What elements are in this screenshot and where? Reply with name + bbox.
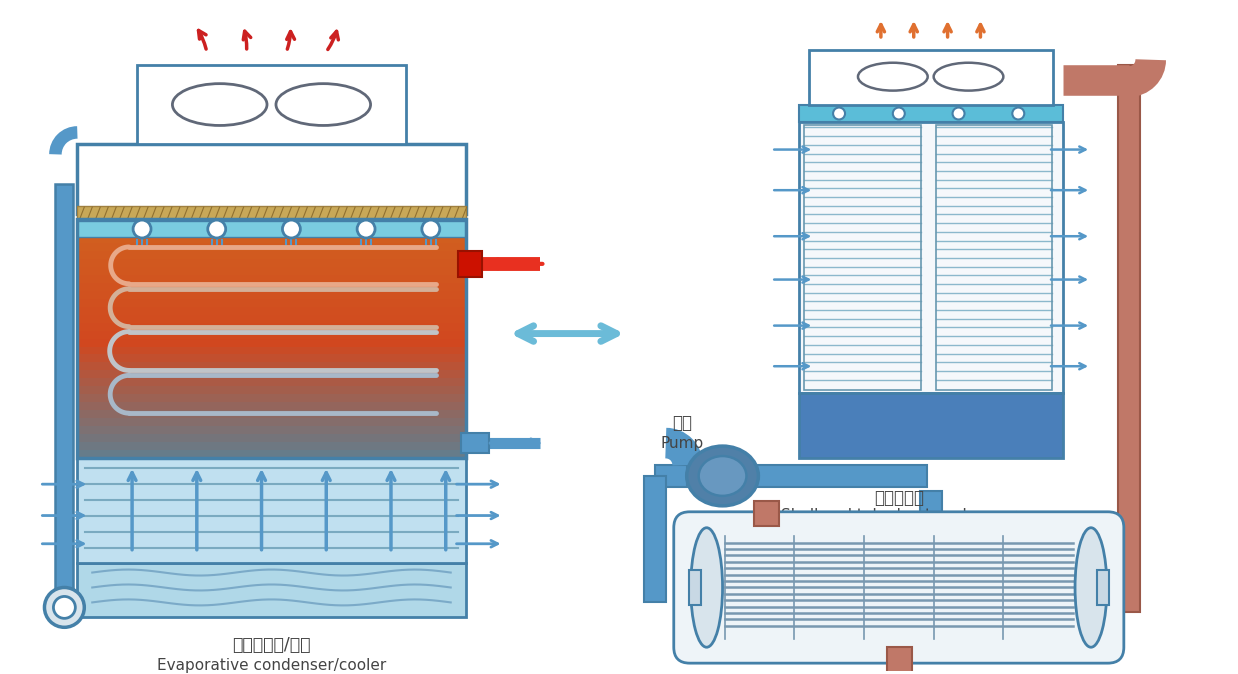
Bar: [77, 275, 465, 284]
Bar: [77, 363, 465, 371]
Bar: [800, 394, 1063, 458]
Bar: [77, 283, 465, 292]
Bar: [77, 330, 465, 340]
Bar: [56, 184, 73, 607]
Circle shape: [952, 108, 964, 119]
Text: 壳管换热器: 壳管换热器: [874, 489, 924, 507]
Bar: [77, 386, 465, 396]
Bar: [1107, 576, 1118, 599]
Ellipse shape: [1075, 528, 1107, 647]
Ellipse shape: [698, 456, 747, 496]
Bar: [458, 251, 482, 277]
Bar: [77, 371, 465, 379]
Bar: [461, 433, 489, 453]
Bar: [77, 394, 465, 403]
Bar: [77, 418, 465, 427]
Bar: [77, 259, 465, 268]
Circle shape: [893, 108, 905, 119]
Text: 开式冷却塔: 开式冷却塔: [961, 415, 1010, 432]
Bar: [936, 125, 1052, 390]
Bar: [77, 221, 465, 237]
Bar: [1118, 65, 1140, 613]
Bar: [77, 267, 465, 276]
Bar: [77, 450, 465, 459]
Bar: [77, 219, 465, 228]
Circle shape: [282, 220, 301, 238]
Bar: [77, 251, 465, 260]
Text: 水泵: 水泵: [672, 415, 692, 432]
Text: Pump: Pump: [660, 435, 703, 451]
Circle shape: [833, 108, 846, 119]
Bar: [77, 206, 465, 221]
Bar: [77, 307, 465, 315]
Ellipse shape: [933, 63, 1003, 90]
Bar: [644, 476, 666, 603]
Bar: [77, 378, 465, 388]
Bar: [77, 144, 465, 214]
Bar: [800, 104, 1063, 123]
FancyBboxPatch shape: [673, 512, 1124, 663]
Bar: [77, 219, 465, 458]
Bar: [77, 402, 465, 411]
Bar: [77, 426, 465, 435]
Bar: [137, 65, 406, 144]
Text: 蕌发式冷凝/却器: 蕌发式冷凝/却器: [233, 636, 311, 654]
Text: Open cooling tower: Open cooling tower: [911, 435, 1060, 451]
Ellipse shape: [687, 446, 759, 506]
Bar: [1097, 570, 1109, 605]
Bar: [77, 563, 465, 617]
Bar: [77, 355, 465, 363]
Bar: [655, 465, 687, 487]
Bar: [77, 458, 465, 563]
Bar: [77, 227, 465, 236]
Circle shape: [1013, 108, 1024, 119]
Bar: [77, 315, 465, 324]
Bar: [77, 290, 465, 300]
Bar: [708, 465, 927, 487]
Text: Evaporative condenser/cooler: Evaporative condenser/cooler: [157, 658, 386, 673]
Bar: [920, 491, 942, 524]
Circle shape: [357, 220, 375, 238]
Bar: [77, 434, 465, 443]
Ellipse shape: [276, 84, 370, 125]
Bar: [77, 410, 465, 419]
Bar: [886, 647, 911, 674]
Bar: [754, 501, 779, 526]
Bar: [810, 50, 1054, 104]
Text: Shell and tube heat exchanger: Shell and tube heat exchanger: [781, 508, 1016, 523]
Bar: [688, 570, 701, 605]
Bar: [77, 235, 465, 244]
Bar: [800, 123, 1063, 394]
Ellipse shape: [691, 528, 723, 647]
Bar: [77, 338, 465, 348]
Circle shape: [208, 220, 225, 238]
Circle shape: [45, 588, 84, 627]
Bar: [77, 299, 465, 307]
Bar: [805, 125, 921, 390]
Ellipse shape: [172, 84, 267, 125]
Ellipse shape: [858, 63, 927, 90]
Circle shape: [422, 220, 439, 238]
Bar: [77, 346, 465, 355]
Circle shape: [53, 596, 76, 618]
Bar: [77, 442, 465, 451]
Circle shape: [134, 220, 151, 238]
Bar: [77, 243, 465, 252]
Bar: [77, 323, 465, 332]
